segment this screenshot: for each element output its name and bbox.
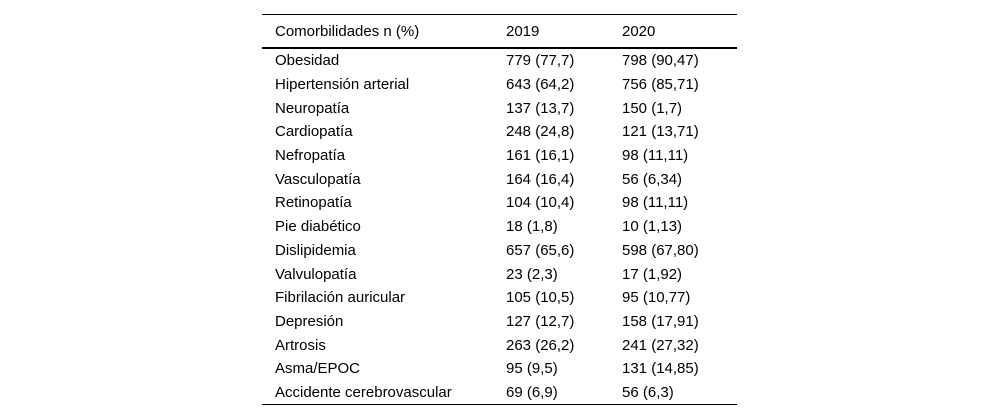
table-row: Asma/EPOC 95 (9,5) 131 (14,85): [262, 357, 737, 381]
value-2019: 95 (9,5): [506, 360, 558, 378]
table-row: Depresión 127 (12,7) 158 (17,91): [262, 310, 737, 334]
value-2020: 131 (14,85): [622, 360, 699, 378]
row-label: Nefropatía: [275, 147, 346, 165]
value-2019: 164 (16,4): [506, 170, 575, 188]
table-row: Accidente cerebrovascular 69 (6,9) 56 (6…: [262, 381, 737, 405]
value-2019: 104 (10,4): [506, 194, 575, 212]
column-header-2020: 2020: [622, 14, 737, 49]
row-label: Valvulopatía: [275, 265, 357, 283]
row-label: Depresión: [275, 312, 344, 330]
value-2020: 241 (27,32): [622, 336, 699, 354]
value-2020: 95 (10,77): [622, 289, 691, 307]
row-label: Dislipidemia: [275, 241, 356, 259]
value-2020: 158 (17,91): [622, 312, 699, 330]
value-2019: 263 (26,2): [506, 336, 575, 354]
row-label: Fibrilación auricular: [275, 289, 406, 307]
value-2020: 17 (1,92): [622, 265, 683, 283]
table-header-row: Comorbilidades n (%) 2019 2020: [262, 14, 737, 49]
value-2019: 18 (1,8): [506, 218, 558, 236]
comorbidities-table-container: Comorbilidades n (%) 2019 2020 Obesidad …: [262, 14, 737, 406]
value-2020: 121 (13,71): [622, 123, 699, 141]
column-header-comorbilidades: Comorbilidades n (%): [262, 14, 506, 49]
row-label: Obesidad: [275, 52, 340, 70]
value-2019: 657 (65,6): [506, 241, 575, 259]
table-row: Dislipidemia 657 (65,6) 598 (67,80): [262, 239, 737, 263]
table-row: Retinopatía 104 (10,4) 98 (11,11): [262, 191, 737, 215]
value-2020: 10 (1,13): [622, 218, 683, 236]
row-label: Retinopatía: [275, 194, 352, 212]
value-2019: 161 (16,1): [506, 147, 575, 165]
value-2019: 779 (77,7): [506, 52, 575, 70]
value-2020: 56 (6,3): [622, 383, 674, 401]
row-label: Hipertensión arterial: [275, 76, 410, 94]
row-label: Vasculopatía: [275, 170, 361, 188]
value-2019: 69 (6,9): [506, 383, 558, 401]
row-label: Neuropatía: [275, 99, 350, 117]
table-row: Pie diabético 18 (1,8) 10 (1,13): [262, 215, 737, 239]
value-2019: 137 (13,7): [506, 99, 575, 117]
value-2019: 23 (2,3): [506, 265, 558, 283]
value-2019: 643 (64,2): [506, 76, 575, 94]
comorbidities-table: Comorbilidades n (%) 2019 2020 Obesidad …: [262, 14, 737, 406]
value-2019: 127 (12,7): [506, 312, 575, 330]
table-row: Fibrilación auricular 105 (10,5) 95 (10,…: [262, 286, 737, 310]
value-2020: 798 (90,47): [622, 52, 699, 70]
table-row: Obesidad 779 (77,7) 798 (90,47): [262, 48, 737, 73]
column-header-2019: 2019: [506, 14, 622, 49]
value-2020: 98 (11,11): [622, 147, 689, 165]
value-2020: 56 (6,34): [622, 170, 683, 188]
value-2019: 105 (10,5): [506, 289, 575, 307]
row-label: Cardiopatía: [275, 123, 353, 141]
row-label: Pie diabético: [275, 218, 361, 236]
value-2020: 598 (67,80): [622, 241, 699, 259]
value-2020: 150 (1,7): [622, 99, 683, 117]
table-row: Hipertensión arterial 643 (64,2) 756 (85…: [262, 73, 737, 97]
table-row: Cardiopatía 248 (24,8) 121 (13,71): [262, 120, 737, 144]
value-2020: 756 (85,71): [622, 76, 699, 94]
table-row: Valvulopatía 23 (2,3) 17 (1,92): [262, 262, 737, 286]
row-label: Artrosis: [275, 336, 326, 354]
table-row: Vasculopatía 164 (16,4) 56 (6,34): [262, 167, 737, 191]
table-row: Nefropatía 161 (16,1) 98 (11,11): [262, 144, 737, 168]
row-label: Accidente cerebrovascular: [275, 383, 452, 401]
table-row: Artrosis 263 (26,2) 241 (27,32): [262, 333, 737, 357]
value-2019: 248 (24,8): [506, 123, 575, 141]
value-2020: 98 (11,11): [622, 194, 689, 212]
table-row: Neuropatía 137 (13,7) 150 (1,7): [262, 96, 737, 120]
row-label: Asma/EPOC: [275, 360, 361, 378]
